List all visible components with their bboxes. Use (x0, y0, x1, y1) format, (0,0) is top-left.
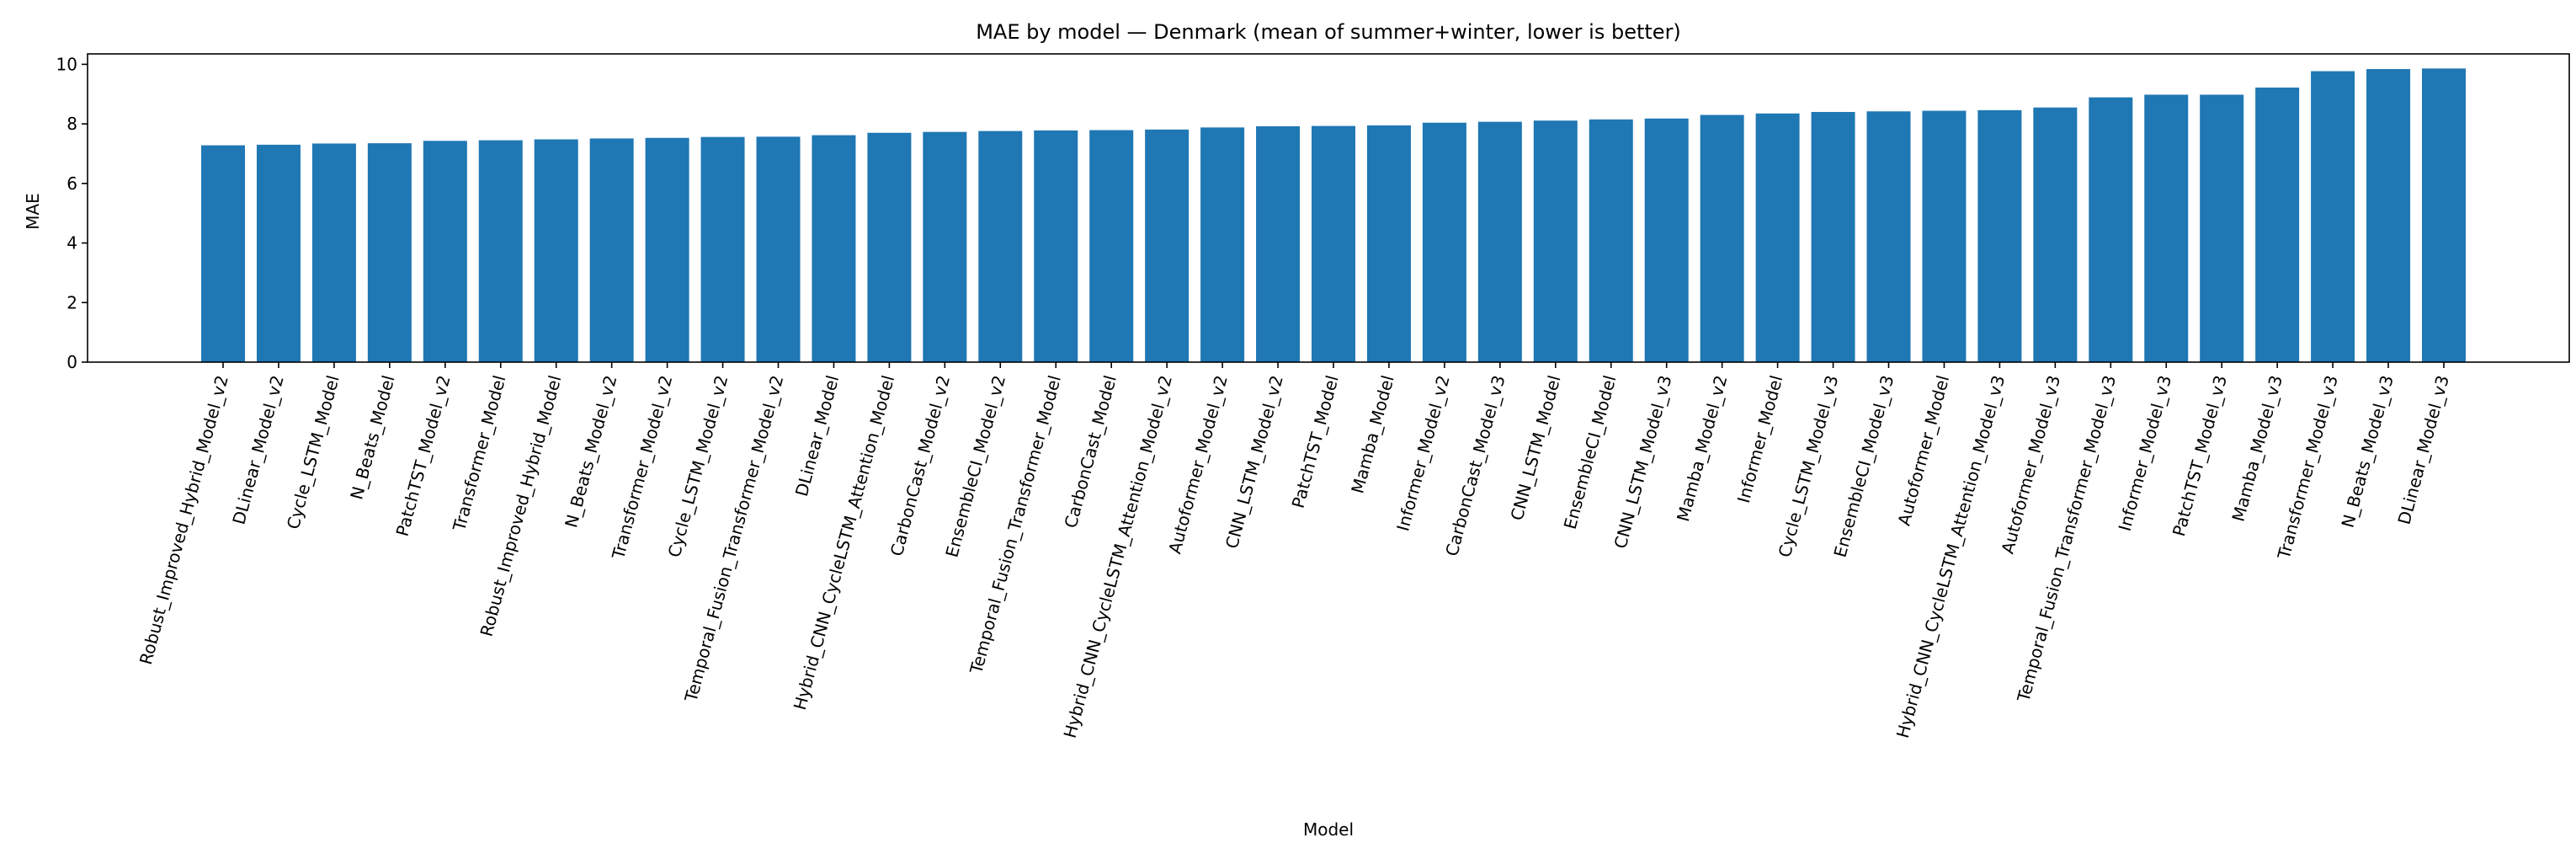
bar-EnsembleCI_Model_v2 (978, 131, 1023, 362)
bar-Cycle_LSTM_Model_v3 (1811, 111, 1855, 362)
bar-DLinear_Model (812, 135, 856, 362)
y-tick-label: 8 (67, 114, 77, 134)
y-axis-label: MAE (23, 193, 43, 230)
bar-Transformer_Model_v2 (645, 137, 689, 362)
bar-Temporal_Fusion_Transformer_Model_v2 (756, 136, 801, 362)
bar-PatchTST_Model_v2 (423, 141, 467, 362)
bar-Hybrid_CNN_CycleLSTM_Attention_Model_v2 (1145, 129, 1190, 362)
bar-Informer_Model (1755, 113, 1800, 362)
bar-CNN_LSTM_Model (1533, 120, 1578, 362)
chart-title: MAE by model — Denmark (mean of summer+w… (976, 20, 1681, 44)
y-tick-label: 10 (56, 54, 77, 74)
bar-Hybrid_CNN_CycleLSTM_Attention_Model (867, 132, 912, 362)
bar-Autoformer_Model_v3 (2033, 107, 2078, 363)
bar-Robust_Improved_Hybrid_Model_v2 (201, 145, 245, 362)
bar-CarbonCast_Model_v3 (1477, 121, 1522, 362)
y-tick-label: 4 (67, 233, 77, 253)
bar-Informer_Model_v2 (1422, 122, 1466, 362)
y-tick-label: 6 (67, 173, 77, 194)
bar-Mamba_Model_v3 (2255, 87, 2300, 363)
bar-PatchTST_Model_v3 (2200, 94, 2244, 362)
bar-Cycle_LSTM_Model_v2 (700, 136, 745, 362)
bar-CarbonCast_Model (1089, 130, 1134, 363)
bar-Mamba_Model_v2 (1700, 115, 1744, 363)
bar-Temporal_Fusion_Transformer_Model (1034, 130, 1078, 362)
bar-CNN_LSTM_Model_v2 (1256, 125, 1301, 363)
bar-N_Beats_Model_v2 (589, 138, 634, 362)
bar-Hybrid_CNN_CycleLSTM_Attention_Model_v3 (1977, 109, 2022, 362)
bar-CarbonCast_Model_v2 (923, 131, 967, 362)
y-tick-label: 0 (67, 352, 77, 372)
bar-Temporal_Fusion_Transformer_Model_v3 (2089, 97, 2133, 363)
bar-Cycle_LSTM_Model (311, 143, 356, 362)
bar-Informer_Model_v3 (2144, 94, 2189, 362)
bar-N_Beats_Model (367, 143, 412, 362)
bar-Robust_Improved_Hybrid_Model (534, 139, 578, 362)
bar-EnsembleCI_Model (1589, 119, 1633, 362)
bars-group (201, 68, 2466, 363)
bar-Autoformer_Model (1922, 110, 1967, 362)
bar-Autoformer_Model_v2 (1200, 127, 1245, 363)
bar-EnsembleCI_Model_v3 (1866, 111, 1911, 363)
bar-CNN_LSTM_Model_v3 (1644, 118, 1689, 362)
y-tick-label: 2 (67, 292, 77, 312)
bar-DLinear_Model_v3 (2422, 68, 2466, 362)
bar-PatchTST_Model (1312, 125, 1355, 362)
bar-Mamba_Model (1366, 125, 1411, 362)
plot-frame (87, 53, 2570, 363)
bar-DLinear_Model_v2 (256, 144, 301, 362)
bar-N_Beats_Model_v3 (2366, 69, 2411, 362)
bar-Transformer_Model (478, 140, 523, 362)
y-axis: 0 2 4 6 8 10 (56, 54, 88, 372)
bar-Transformer_Model_v3 (2311, 71, 2355, 363)
x-axis-label: Model (1303, 819, 1354, 840)
